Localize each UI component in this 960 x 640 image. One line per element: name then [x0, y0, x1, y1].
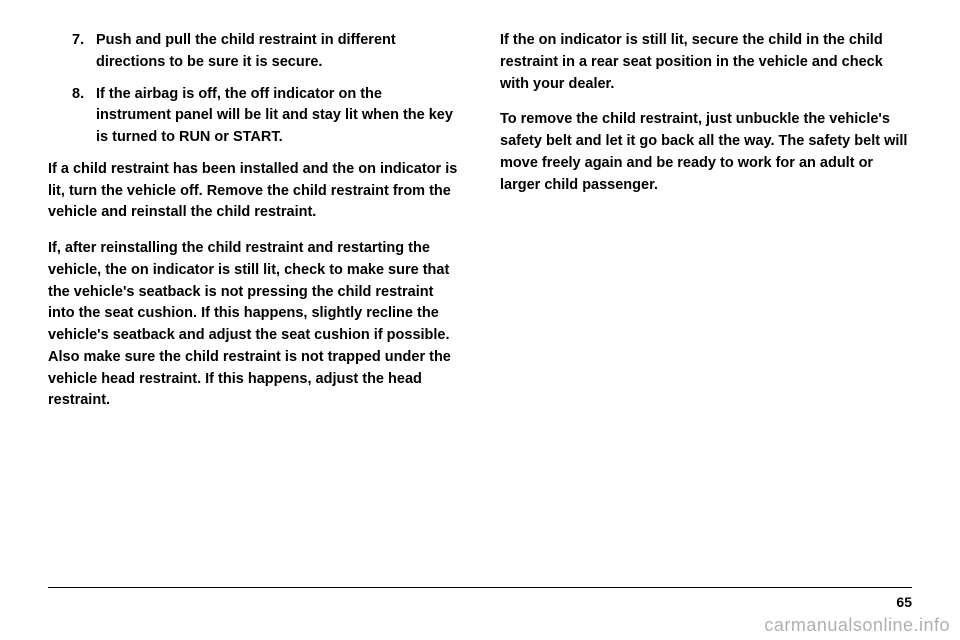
content-area: 7. Push and pull the child restraint in …: [48, 30, 912, 426]
page-number: 65: [48, 594, 912, 610]
paragraph: If, after reinstalling the child restrai…: [48, 238, 460, 412]
list-item: 8. If the airbag is off, the off indicat…: [48, 84, 460, 149]
paragraph: If the on indicator is still lit, secure…: [500, 30, 912, 95]
footer: 65: [48, 587, 912, 610]
list-item: 7. Push and pull the child restraint in …: [48, 30, 460, 74]
list-text: If the airbag is off, the off indicator …: [96, 84, 460, 149]
footer-divider: [48, 587, 912, 588]
list-text: Push and pull the child restraint in dif…: [96, 30, 460, 74]
left-column: 7. Push and pull the child restraint in …: [48, 30, 460, 426]
list-number: 8.: [72, 84, 96, 149]
paragraph: If a child restraint has been installed …: [48, 159, 460, 224]
watermark: carmanualsonline.info: [764, 615, 950, 636]
paragraph: To remove the child restraint, just unbu…: [500, 109, 912, 196]
right-column: If the on indicator is still lit, secure…: [500, 30, 912, 426]
list-number: 7.: [72, 30, 96, 74]
